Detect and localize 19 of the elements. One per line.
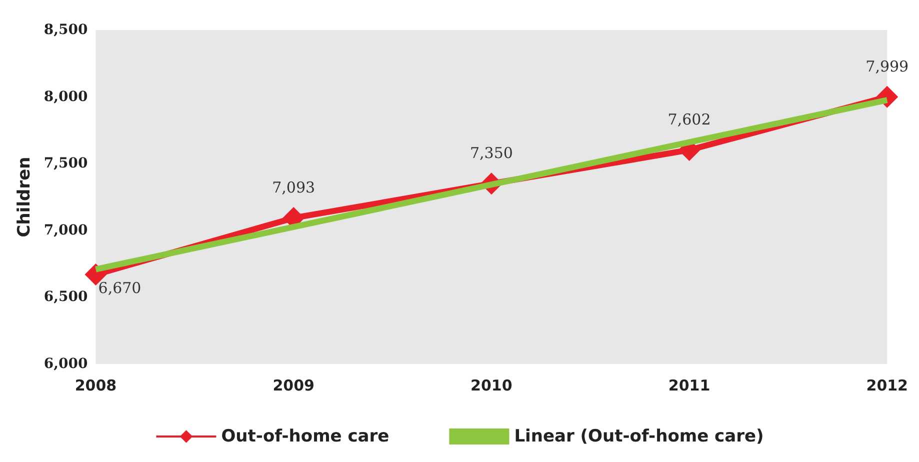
x-tick-label: 2011 [668,376,710,394]
y-tick-label: 7,500 [44,156,88,172]
x-tick-label: 2012 [866,376,908,394]
y-tick-label: 8,000 [44,88,88,105]
x-tick-label: 2010 [470,376,512,394]
legend-label: Out-of-home care [221,426,390,446]
data-label: 7,602 [668,110,711,128]
data-label: 7,093 [272,178,316,196]
data-label: 6,670 [98,278,142,297]
y-tick-label: 6,500 [44,289,88,306]
data-label: 7,999 [866,57,909,76]
data-label: 7,350 [470,144,513,162]
y-axis-title: Children [14,156,34,238]
y-tick-label: 8,500 [44,22,88,38]
x-tick-label: 2009 [272,376,314,394]
y-tick-label: 6,000 [44,356,88,372]
y-tick-label: 7,000 [44,222,88,238]
legend-label: Linear (Out-of-home care) [514,426,764,446]
x-tick-label: 2008 [74,376,117,394]
